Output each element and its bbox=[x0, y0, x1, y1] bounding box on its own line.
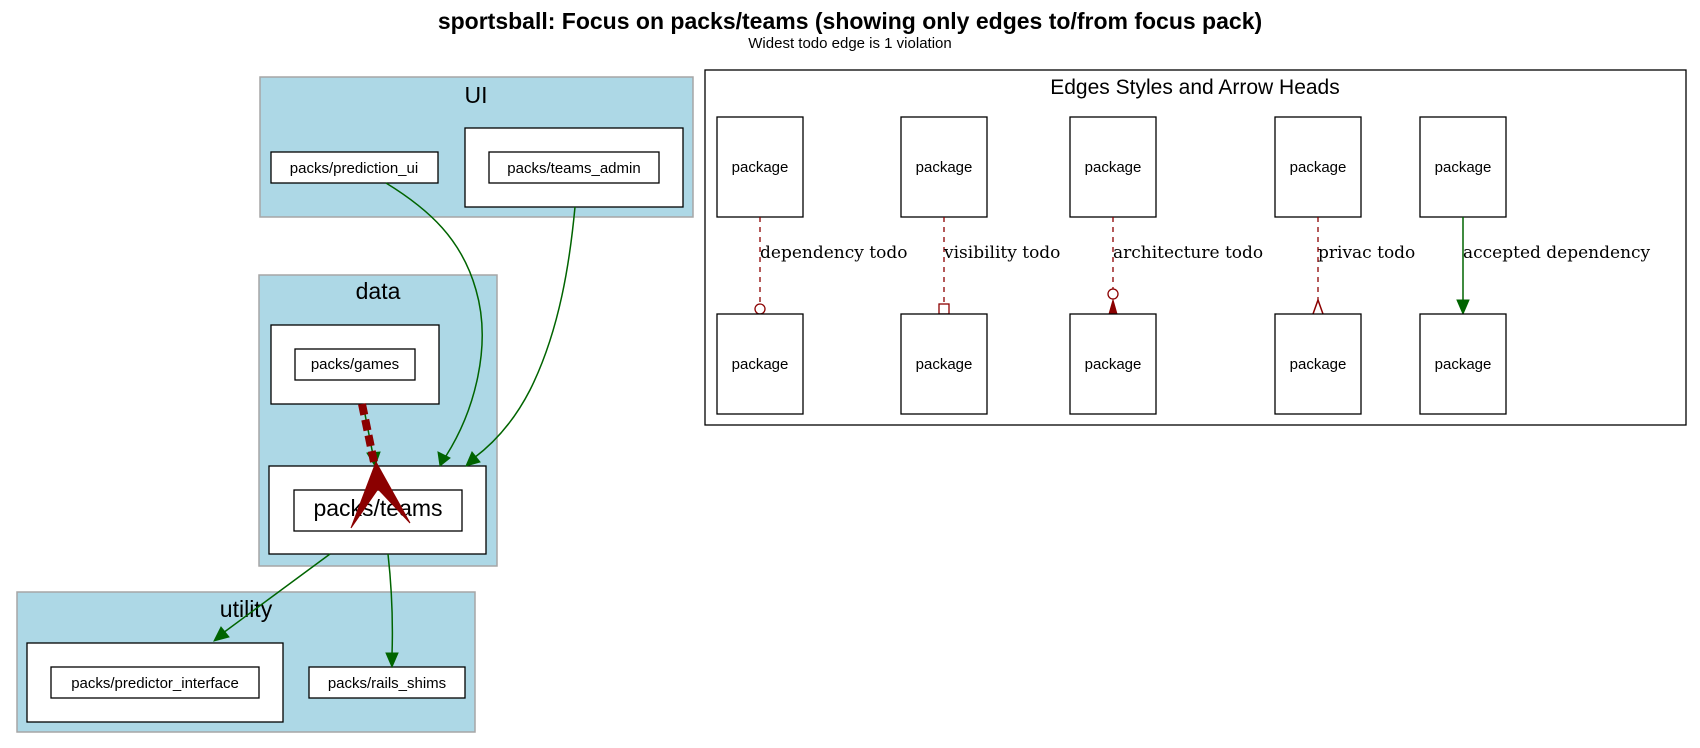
legend-privacy-todo: package privac todo package bbox=[1274, 116, 1415, 415]
legend-package-top bbox=[900, 116, 988, 218]
normal-arrowhead bbox=[1456, 299, 1470, 316]
legend-package-label: package bbox=[732, 356, 789, 373]
node-games-box bbox=[294, 348, 416, 381]
ocrow-arrowhead bbox=[1312, 297, 1324, 315]
legend-edge-label: visibility todo bbox=[943, 243, 1060, 263]
node-teams-admin-box bbox=[488, 151, 660, 184]
node-teams-admin-label: packs/teams_admin bbox=[507, 160, 640, 177]
legend-edge-label: dependency todo bbox=[760, 243, 907, 263]
legend-package-top bbox=[1069, 116, 1157, 218]
node-teams-label: packs/teams bbox=[313, 495, 442, 521]
node-predictor-interface-label: packs/predictor_interface bbox=[71, 675, 239, 692]
edge-teams-to-rails-shims bbox=[385, 553, 399, 669]
arrowhead bbox=[465, 451, 481, 467]
legend-dependency-todo: package dependency todo package bbox=[716, 116, 907, 415]
node-predictor-interface-box bbox=[50, 666, 260, 699]
legend-package-bottom bbox=[1069, 313, 1157, 415]
odot-arrowhead bbox=[1107, 288, 1119, 300]
legend-title: Edges Styles and Arrow Heads bbox=[1050, 76, 1340, 99]
node-teams-box bbox=[293, 489, 463, 532]
legend-accepted-dependency: package accepted dependency package bbox=[1419, 116, 1651, 415]
graph-title: sportsball: Focus on packs/teams (showin… bbox=[438, 8, 1262, 34]
edge-teams-to-predictor-interface bbox=[213, 553, 331, 642]
node-prediction-ui-box bbox=[270, 151, 439, 184]
legend-package-label: package bbox=[1085, 159, 1142, 176]
node-rails-shims-box bbox=[308, 666, 466, 699]
legend-edge-label: architecture todo bbox=[1113, 243, 1263, 263]
odot-arrowhead bbox=[754, 303, 766, 315]
legend-edge-label: privac todo bbox=[1318, 243, 1415, 263]
legend-package-label: package bbox=[916, 159, 973, 176]
legend-package-bottom bbox=[1274, 313, 1362, 415]
legend-package-label: package bbox=[916, 356, 973, 373]
legend-package-label: package bbox=[732, 159, 789, 176]
legend-package-label: package bbox=[1085, 356, 1142, 373]
node-teams-admin[interactable]: packs/teams_admin bbox=[464, 127, 684, 208]
cluster-data-label: data bbox=[356, 278, 401, 304]
node-games[interactable]: packs/games bbox=[270, 324, 440, 405]
crow-arrowhead bbox=[350, 460, 411, 529]
legend-package-label: package bbox=[1290, 356, 1347, 373]
arrowhead bbox=[213, 626, 230, 642]
legend-package-bottom bbox=[1419, 313, 1507, 415]
cluster-utility-label: utility bbox=[220, 596, 273, 622]
legend-package-top bbox=[716, 116, 804, 218]
edge-prediction-ui-to-teams bbox=[385, 182, 483, 467]
legend-package-label: package bbox=[1435, 159, 1492, 176]
arrowhead bbox=[385, 652, 399, 669]
node-prediction-ui[interactable]: packs/prediction_ui bbox=[270, 151, 439, 184]
node-rails-shims[interactable]: packs/rails_shims bbox=[308, 666, 466, 699]
legend-edge-label: accepted dependency bbox=[1463, 243, 1651, 263]
legend-frame bbox=[704, 69, 1687, 426]
arrowhead bbox=[437, 451, 451, 467]
legend-visibility-todo: package visibility todo package bbox=[900, 116, 1060, 415]
node-predictor-interface[interactable]: packs/predictor_interface bbox=[26, 642, 284, 723]
graph-subtitle: Widest todo edge is 1 violation bbox=[748, 35, 951, 52]
legend-package-bottom bbox=[900, 313, 988, 415]
edge-teams-admin-to-teams bbox=[465, 206, 576, 467]
legend-package-top bbox=[1419, 116, 1507, 218]
legend: Edges Styles and Arrow Heads package dep… bbox=[704, 69, 1687, 426]
obox-arrowhead bbox=[938, 303, 950, 315]
node-games-label: packs/games bbox=[311, 356, 399, 373]
legend-architecture-todo: package architecture todo package bbox=[1069, 116, 1263, 415]
node-prediction-ui-label: packs/prediction_ui bbox=[290, 160, 418, 177]
node-rails-shims-label: packs/rails_shims bbox=[328, 675, 446, 692]
legend-package-label: package bbox=[1290, 159, 1347, 176]
edge-games-to-teams-todo bbox=[350, 403, 411, 529]
legend-package-bottom bbox=[716, 313, 804, 415]
legend-package-label: package bbox=[1435, 356, 1492, 373]
cluster-ui-label: UI bbox=[465, 82, 488, 108]
